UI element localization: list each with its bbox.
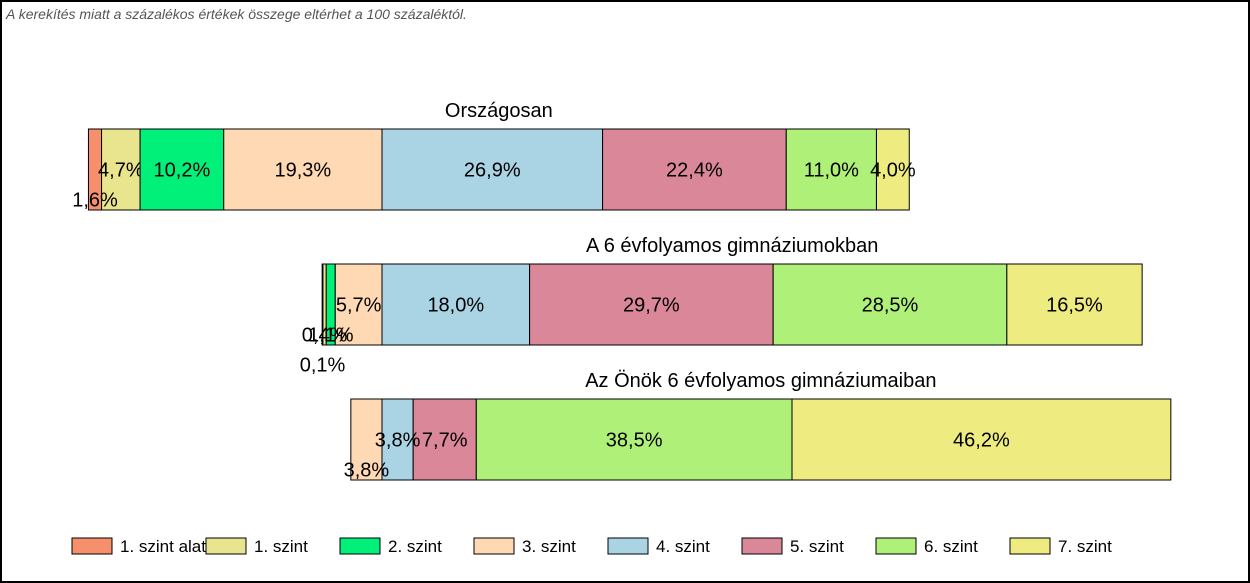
legend-swatch: [205, 537, 247, 555]
legend: 1. szint alatti 1. szint 2. szint 3. szint 4…: [71, 537, 1112, 556]
data-label: 0,4%: [302, 325, 348, 347]
legend-item: 1. szint: [205, 537, 308, 556]
bar-segment: [223, 128, 383, 211]
data-label: 26,9%: [464, 160, 521, 182]
bar-segment: [772, 263, 1008, 346]
data-label: 5,7%: [336, 295, 382, 317]
legend-swatch: [741, 537, 783, 555]
legend-label: 4. szint: [656, 537, 710, 556]
data-label: 16,5%: [1046, 295, 1103, 317]
bar-segment: [475, 398, 793, 481]
bar-segment: [334, 263, 383, 346]
legend-item: 1. szint alatti: [71, 537, 215, 556]
legend-swatch: [339, 537, 381, 555]
data-label: 38,5%: [606, 430, 663, 452]
legend-item: 5. szint: [741, 537, 844, 556]
legend-swatch: [71, 537, 113, 555]
bar-segment: [529, 263, 774, 346]
data-label: 4,7%: [98, 160, 144, 182]
legend-swatch: [1009, 537, 1051, 555]
bar-title: Országosan: [445, 100, 553, 122]
legend-swatch: [473, 537, 515, 555]
data-label: 22,4%: [666, 160, 723, 182]
legend-item: 7. szint: [1009, 537, 1112, 556]
data-label: 3,8%: [375, 430, 421, 452]
bar-segment: [350, 398, 383, 481]
legend-item: 6. szint: [875, 537, 978, 556]
legend-label: 1. szint alatti: [120, 537, 215, 556]
bar-segment: [602, 128, 787, 211]
bar-group-2: A 6 évfolyamos gimnáziumokban 5,7% 18,0% 29…: [300, 235, 1143, 377]
data-label: 3,8%: [344, 460, 390, 482]
data-label: 1,6%: [72, 190, 118, 212]
bar-segment: [381, 128, 604, 211]
data-label: 28,5%: [862, 295, 919, 317]
data-label: 1,1%: [308, 325, 354, 347]
legend-label: 1. szint: [254, 537, 308, 556]
data-label: 46,2%: [953, 430, 1010, 452]
legend-item: 4. szint: [607, 537, 710, 556]
legend-label: 3. szint: [522, 537, 576, 556]
bar-segment: [381, 263, 531, 346]
legend-label: 5. szint: [790, 537, 844, 556]
bar-segment: [791, 398, 1172, 481]
legend-swatch: [875, 537, 917, 555]
data-label: 10,2%: [154, 160, 211, 182]
bar-segment: [1006, 263, 1143, 346]
bar-group-1: Országosan 4,7% 10,2% 19,3% 26,9% 22,4% 11,0% 1…: [72, 100, 916, 212]
bar-title: Az Önök 6 évfolyamos gimnáziumaiban: [585, 370, 936, 392]
legend-label: 2. szint: [388, 537, 442, 556]
bar-segment: [101, 128, 141, 211]
data-label: 29,7%: [623, 295, 680, 317]
legend-item: 3. szint: [473, 537, 576, 556]
bar-title: A 6 évfolyamos gimnáziumokban: [586, 235, 878, 257]
legend-item: 2. szint: [339, 537, 442, 556]
bar-segment: [785, 128, 877, 211]
data-label: 19,3%: [275, 160, 332, 182]
data-label: 11,0%: [804, 160, 859, 182]
data-label: 4,0%: [870, 160, 916, 182]
data-label: 0,1%: [300, 355, 346, 377]
data-label: 7,7%: [422, 430, 468, 452]
bar-segment: [412, 398, 477, 481]
legend-label: 6. szint: [924, 537, 978, 556]
legend-swatch: [607, 537, 649, 555]
data-label: 18,0%: [427, 295, 484, 317]
rounding-note: A kerekítés miatt a százalékos értékek ö…: [6, 6, 467, 22]
legend-label: 7. szint: [1058, 537, 1112, 556]
bar-segment: [875, 128, 910, 211]
